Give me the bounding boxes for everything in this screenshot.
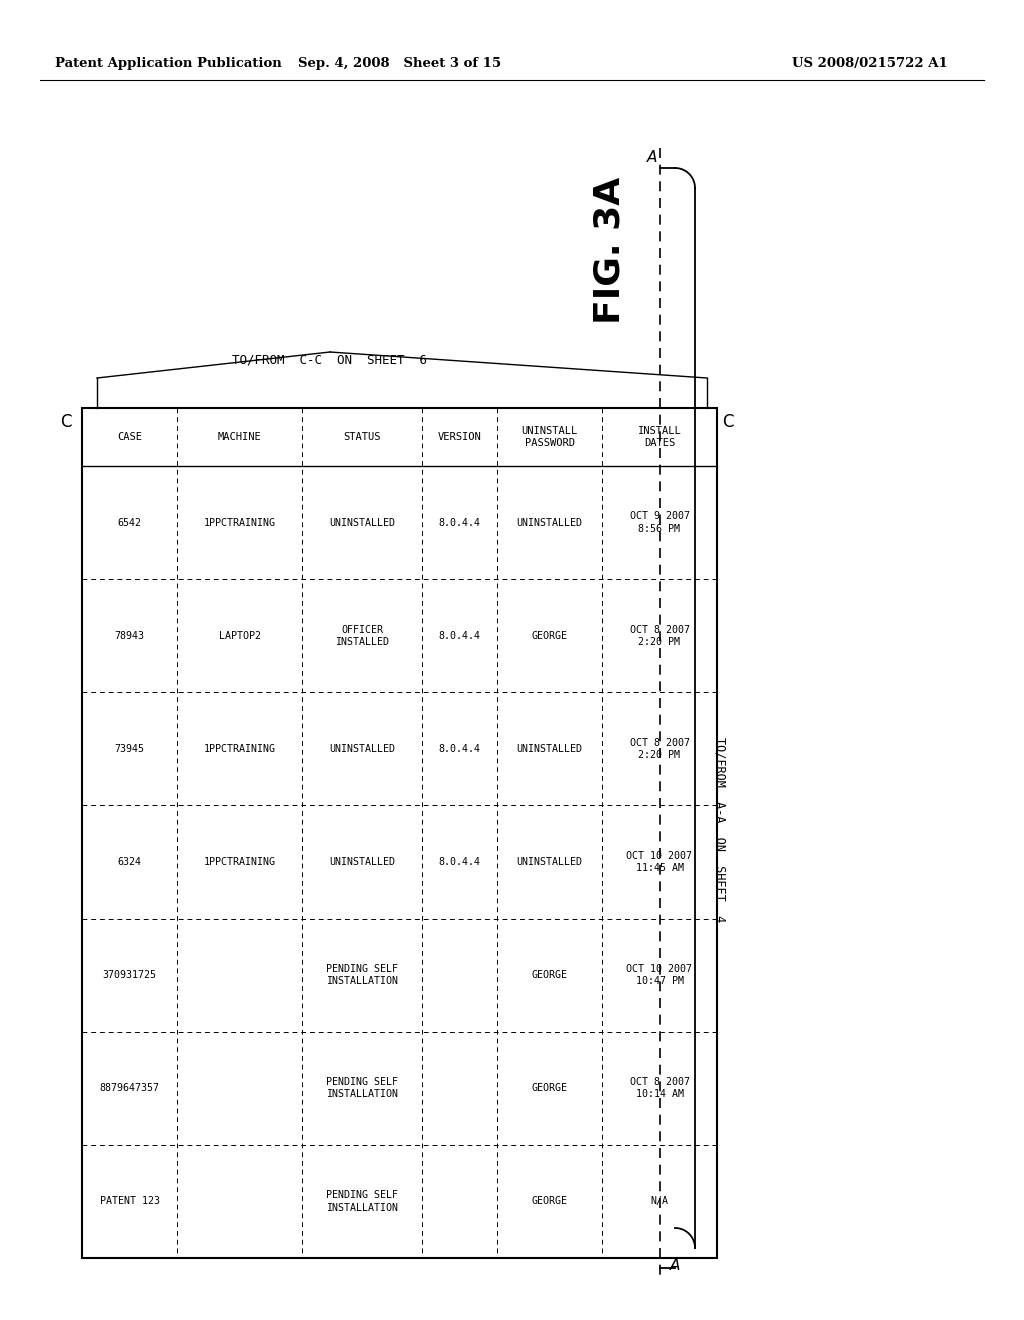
Text: OCT 8 2007
2:20 PM: OCT 8 2007 2:20 PM [630, 624, 689, 647]
Text: GEORGE: GEORGE [531, 1084, 567, 1093]
Text: MACHINE: MACHINE [218, 432, 261, 442]
Text: STATUS: STATUS [343, 432, 381, 442]
Text: 8.0.4.4: 8.0.4.4 [438, 631, 480, 640]
Text: UNINSTALLED: UNINSTALLED [329, 744, 395, 754]
Text: UNINSTALL
PASSWORD: UNINSTALL PASSWORD [521, 426, 578, 449]
Text: 78943: 78943 [115, 631, 144, 640]
Text: UNINSTALLED: UNINSTALLED [329, 857, 395, 867]
Text: OCT 8 2007
10:14 AM: OCT 8 2007 10:14 AM [630, 1077, 689, 1100]
Text: UNINSTALLED: UNINSTALLED [516, 517, 583, 528]
Text: PENDING SELF
INSTALLATION: PENDING SELF INSTALLATION [326, 964, 398, 986]
Text: FIG. 3A: FIG. 3A [593, 177, 627, 323]
Text: PENDING SELF
INSTALLATION: PENDING SELF INSTALLATION [326, 1077, 398, 1100]
Text: GEORGE: GEORGE [531, 1196, 567, 1206]
Text: 370931725: 370931725 [102, 970, 157, 981]
Text: 6542: 6542 [118, 517, 141, 528]
Text: N/A: N/A [650, 1196, 669, 1206]
Text: 8.0.4.4: 8.0.4.4 [438, 857, 480, 867]
Text: US 2008/0215722 A1: US 2008/0215722 A1 [793, 57, 948, 70]
Text: UNINSTALLED: UNINSTALLED [329, 517, 395, 528]
Text: A: A [670, 1258, 680, 1272]
Bar [82, 408, 717, 1258]
Text: 1PPCTRAINING: 1PPCTRAINING [204, 517, 275, 528]
Text: 8879647357: 8879647357 [99, 1084, 160, 1093]
Text: 1PPCTRAINING: 1PPCTRAINING [204, 744, 275, 754]
Text: 8.0.4.4: 8.0.4.4 [438, 744, 480, 754]
Text: C: C [722, 413, 733, 432]
Text: GEORGE: GEORGE [531, 631, 567, 640]
Text: PENDING SELF
INSTALLATION: PENDING SELF INSTALLATION [326, 1191, 398, 1213]
Text: PATENT 123: PATENT 123 [99, 1196, 160, 1206]
Text: OCT 10 2007
11:45 AM: OCT 10 2007 11:45 AM [627, 851, 692, 874]
Text: 6324: 6324 [118, 857, 141, 867]
Text: C: C [60, 413, 72, 432]
Text: 73945: 73945 [115, 744, 144, 754]
Text: CASE: CASE [117, 432, 142, 442]
Text: 1PPCTRAINING: 1PPCTRAINING [204, 857, 275, 867]
Text: INSTALL
DATES: INSTALL DATES [638, 426, 681, 449]
Text: TO/FROM  A-A  ON  SHEET  4: TO/FROM A-A ON SHEET 4 [714, 738, 726, 923]
Text: UNINSTALLED: UNINSTALLED [516, 744, 583, 754]
Text: 8.0.4.4: 8.0.4.4 [438, 517, 480, 528]
Text: OCT 8 2007
2:20 PM: OCT 8 2007 2:20 PM [630, 738, 689, 760]
Text: Patent Application Publication: Patent Application Publication [55, 57, 282, 70]
Text: LAPTOP2: LAPTOP2 [218, 631, 260, 640]
Text: A: A [647, 150, 657, 165]
Text: VERSION: VERSION [437, 432, 481, 442]
Text: UNINSTALLED: UNINSTALLED [516, 857, 583, 867]
Text: TO/FROM  C-C  ON  SHEET  6: TO/FROM C-C ON SHEET 6 [232, 354, 427, 367]
Text: GEORGE: GEORGE [531, 970, 567, 981]
Text: OFFICER
INSTALLED: OFFICER INSTALLED [335, 624, 389, 647]
Text: Sep. 4, 2008   Sheet 3 of 15: Sep. 4, 2008 Sheet 3 of 15 [298, 57, 502, 70]
Text: OCT 10 2007
10:47 PM: OCT 10 2007 10:47 PM [627, 964, 692, 986]
Text: OCT 9 2007
8:56 PM: OCT 9 2007 8:56 PM [630, 511, 689, 533]
